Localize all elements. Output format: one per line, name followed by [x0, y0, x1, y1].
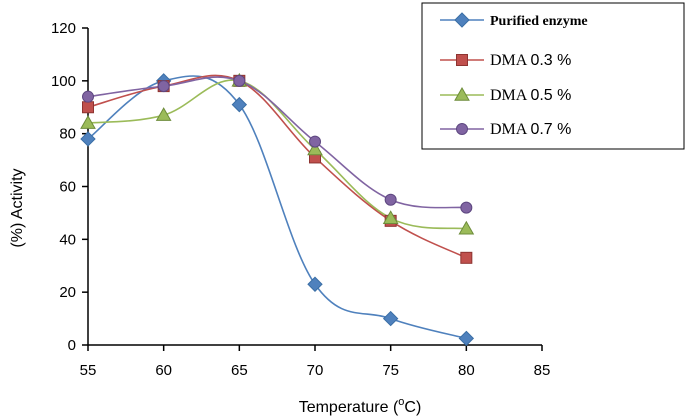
data-point-diamond — [231, 96, 248, 113]
legend-swatch-marker — [454, 86, 470, 101]
data-point-triangle — [458, 220, 475, 235]
data-point-diamond — [458, 330, 475, 347]
data-point-circle — [233, 74, 246, 87]
series-lines — [87, 74, 467, 340]
x-axis-unit-suffix: C) — [404, 399, 421, 416]
x-axis-title: Temperature (oC) — [299, 396, 422, 416]
legend-entry: DMA 0.3 % — [490, 52, 571, 69]
y-tick-label: 100 — [51, 73, 76, 90]
x-axis-title-text: Temperature — [299, 399, 389, 416]
x-tick-label: 70 — [307, 362, 324, 379]
data-point-circle — [157, 80, 170, 93]
data-point-triangle — [155, 107, 172, 121]
series-line-circle — [87, 76, 467, 209]
data-point-triangle — [382, 210, 399, 224]
data-point-triangle — [80, 115, 96, 129]
x-ticks: 55 60 65 70 75 80 85 — [80, 345, 551, 379]
series-line-triangle — [87, 79, 467, 230]
x-axis-unit-sup: o — [398, 396, 404, 408]
data-point-triangle — [307, 141, 323, 156]
legend-swatch-marker — [456, 123, 468, 135]
legend: Purified enzyme DMA 0.3 % DMA 0.5 % DMA 0.7… — [421, 2, 685, 150]
x-tick-label: 80 — [458, 362, 475, 379]
y-tick-label: 20 — [59, 284, 76, 301]
data-point-circle — [384, 193, 397, 206]
x-tick-label: 55 — [80, 362, 97, 379]
legend-swatch-marker — [454, 12, 470, 28]
y-tick-label: 0 — [68, 337, 76, 354]
y-axis-title: (%) Activity — [9, 168, 26, 247]
x-tick-label: 75 — [382, 362, 399, 379]
x-axis-unit-prefix: ( — [393, 399, 399, 416]
y-ticks: 0 20 40 60 80 100 120 — [51, 20, 88, 354]
y-tick-label: 80 — [59, 126, 76, 143]
legend-entry: DMA 0.7 % — [490, 121, 571, 138]
legend-entry: Purified enzyme — [490, 14, 588, 29]
series-line-square — [87, 74, 467, 259]
x-tick-label: 60 — [155, 362, 172, 379]
data-point-diamond — [80, 131, 96, 147]
legend-swatch-marker — [456, 54, 468, 66]
y-tick-label: 120 — [51, 20, 76, 37]
y-tick-label: 60 — [59, 179, 76, 196]
x-tick-label: 85 — [534, 362, 551, 379]
data-point-circle — [460, 201, 473, 214]
data-point-circle — [82, 90, 94, 103]
legend-entry: DMA 0.5 % — [490, 87, 571, 104]
data-point-square — [82, 101, 94, 114]
y-tick-label: 40 — [59, 231, 76, 248]
data-point-circle — [309, 135, 321, 148]
data-point-diamond — [382, 310, 399, 327]
x-tick-label: 65 — [231, 362, 248, 379]
series-markers — [80, 72, 475, 347]
data-point-diamond — [307, 276, 323, 292]
data-point-square — [460, 251, 473, 264]
